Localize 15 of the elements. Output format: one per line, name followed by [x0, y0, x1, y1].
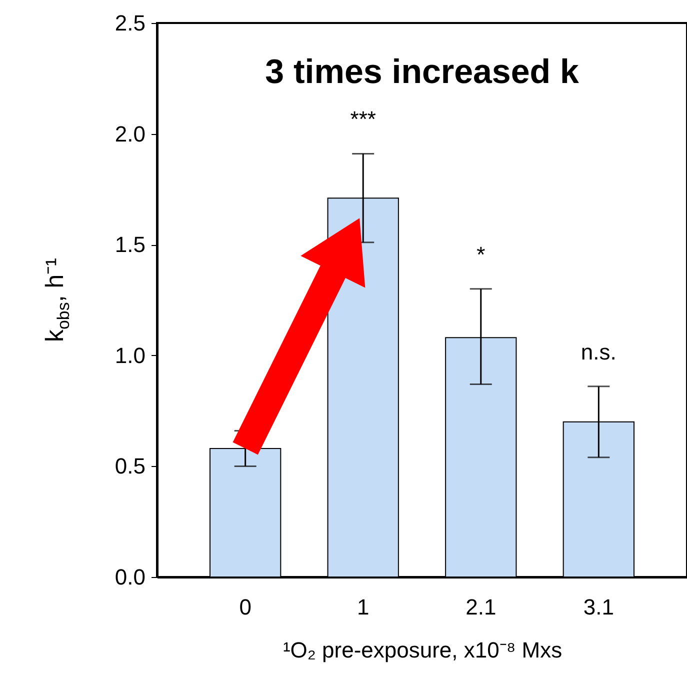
x-tick-label: 2.1	[466, 594, 496, 620]
x-tick-label: 0	[239, 594, 252, 620]
y-tick-label: 1.0	[114, 342, 146, 368]
y-tick-label: 0.0	[114, 564, 146, 590]
x-tick-label: 1	[356, 594, 370, 620]
annotation: n.s.	[580, 339, 616, 364]
x-axis-title: ¹O₂ pre-exposure, x10⁻⁸ Mxs	[282, 638, 562, 662]
text: 3 times increased k	[265, 53, 579, 91]
y-tick-label: 0.5	[114, 454, 146, 479]
y-tick-label: 1.5	[114, 232, 146, 258]
y-tick-label: 2.5	[114, 10, 146, 36]
y-tick-label: 2.0	[114, 121, 146, 146]
x-tick-label: 3.1	[583, 594, 614, 620]
annotation: *	[476, 242, 486, 267]
annotation: ***	[350, 106, 376, 132]
